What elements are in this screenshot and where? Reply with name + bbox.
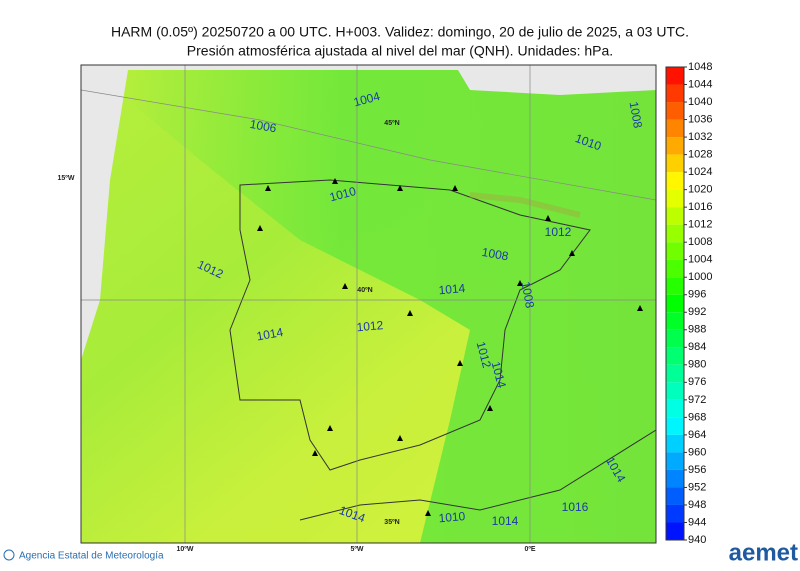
colorbar-label: 1012 bbox=[688, 219, 712, 231]
grid-label: 5ºW bbox=[350, 546, 363, 553]
copyright-icon bbox=[3, 549, 15, 561]
map bbox=[81, 65, 656, 543]
contour-label: 1006 bbox=[249, 117, 278, 135]
colorbar-label: 980 bbox=[688, 359, 706, 371]
map-border bbox=[80, 64, 657, 544]
grid-label: 40ºN bbox=[357, 287, 372, 294]
color-bin bbox=[666, 487, 684, 505]
colorbar-label: 1016 bbox=[688, 201, 712, 213]
contour-label: 1010 bbox=[328, 184, 358, 205]
contour-label: 1004 bbox=[352, 89, 382, 110]
color-bin bbox=[666, 172, 684, 190]
colorbar-label: 1008 bbox=[688, 236, 712, 248]
colorbar-label: 944 bbox=[688, 516, 706, 528]
contour-label: 1008 bbox=[519, 280, 537, 309]
colorbar-label: 960 bbox=[688, 446, 706, 458]
colorbar-label: 940 bbox=[688, 534, 706, 546]
contour-label: 1012 bbox=[474, 340, 495, 370]
colorbar-label: 988 bbox=[688, 324, 706, 336]
grid-label: 0ºE bbox=[524, 546, 535, 553]
grid-label: 35ºN bbox=[384, 519, 399, 526]
contour-label: 1008 bbox=[627, 100, 645, 129]
colorbar-label: 956 bbox=[688, 464, 706, 476]
contour-label: 1010 bbox=[438, 509, 466, 525]
stations bbox=[257, 178, 643, 516]
graticule bbox=[81, 65, 656, 543]
coastline bbox=[229, 179, 591, 471]
colorbar-label: 972 bbox=[688, 394, 706, 406]
color-bin bbox=[666, 207, 684, 225]
color-bin bbox=[666, 469, 684, 488]
colorbar: 1048 1044 1040 1036 1032 1028 1024 1020 1016 1012… bbox=[665, 61, 712, 546]
colorbar-label: 1040 bbox=[688, 96, 712, 108]
agency: Agencia Estatal de Meteorología bbox=[19, 551, 164, 562]
color-bin bbox=[666, 84, 684, 103]
color-bin bbox=[666, 347, 684, 365]
colorbar-border bbox=[665, 66, 685, 541]
colorbar-label: 1036 bbox=[688, 113, 712, 125]
color-bin bbox=[666, 312, 684, 330]
contour-label: 1008 bbox=[481, 245, 510, 263]
colorbar-label: 948 bbox=[688, 499, 706, 511]
colorbar-label: 1004 bbox=[688, 254, 712, 266]
color-bin bbox=[666, 452, 684, 470]
colorbar-label: 968 bbox=[688, 411, 706, 423]
color-bin bbox=[666, 399, 684, 418]
grid-label: 10ºW bbox=[177, 546, 194, 553]
color-bin bbox=[666, 364, 684, 383]
outside bbox=[455, 65, 656, 95]
colorbar-label: 952 bbox=[688, 481, 706, 493]
contour-label: 1014 bbox=[255, 325, 284, 343]
colorbar-label: 964 bbox=[688, 429, 706, 441]
color-bin bbox=[666, 417, 684, 435]
colorbar-label: 1020 bbox=[688, 184, 712, 196]
colorbar-label: 1000 bbox=[688, 271, 712, 283]
color-bin bbox=[666, 294, 684, 313]
logo: aemet bbox=[729, 539, 798, 566]
colorbar-label: 1048 bbox=[688, 61, 712, 73]
colorbar-label: 984 bbox=[688, 341, 706, 353]
color-bin bbox=[666, 154, 684, 173]
color-bin bbox=[666, 277, 684, 295]
mountain bbox=[469, 192, 581, 218]
color-bin bbox=[666, 102, 684, 120]
color-bin bbox=[666, 242, 684, 260]
colorbar-label: 996 bbox=[688, 289, 706, 301]
color-bin bbox=[666, 67, 684, 85]
contour-label: 1012 bbox=[545, 225, 572, 239]
colorbar-label: 976 bbox=[688, 376, 706, 388]
subtitle: Presión atmosférica ajustada al nivel de… bbox=[187, 43, 613, 59]
color-bin bbox=[666, 259, 684, 278]
color-bin bbox=[666, 329, 684, 348]
contour-label: 1012 bbox=[356, 318, 384, 334]
color-bin bbox=[666, 522, 684, 540]
color-bin bbox=[666, 504, 684, 523]
color-bin bbox=[666, 434, 684, 453]
contour-label: 1014 bbox=[492, 514, 519, 528]
contour-label: 1014 bbox=[489, 360, 510, 390]
color-bin bbox=[666, 137, 684, 155]
colorbar-label: 1028 bbox=[688, 148, 712, 160]
colorbar-label: 1024 bbox=[688, 166, 712, 178]
field-low bbox=[128, 70, 656, 543]
colorbar-label: 1044 bbox=[688, 78, 712, 90]
colorbar-label: 1032 bbox=[688, 131, 712, 143]
color-bin bbox=[666, 382, 684, 400]
color-bin bbox=[666, 189, 684, 208]
grid-label: 45ºN bbox=[384, 120, 399, 127]
title: HARM (0.05º) 20250720 a 00 UTC. H+003. V… bbox=[111, 24, 689, 40]
contour-label: 1014 bbox=[438, 281, 466, 297]
coastline-africa bbox=[299, 429, 656, 521]
colorbar-label: 992 bbox=[688, 306, 706, 318]
color-bin bbox=[666, 224, 684, 243]
contour-label: 1016 bbox=[562, 500, 589, 514]
color-bin bbox=[666, 119, 684, 138]
grid-label: 15ºW bbox=[58, 175, 75, 182]
